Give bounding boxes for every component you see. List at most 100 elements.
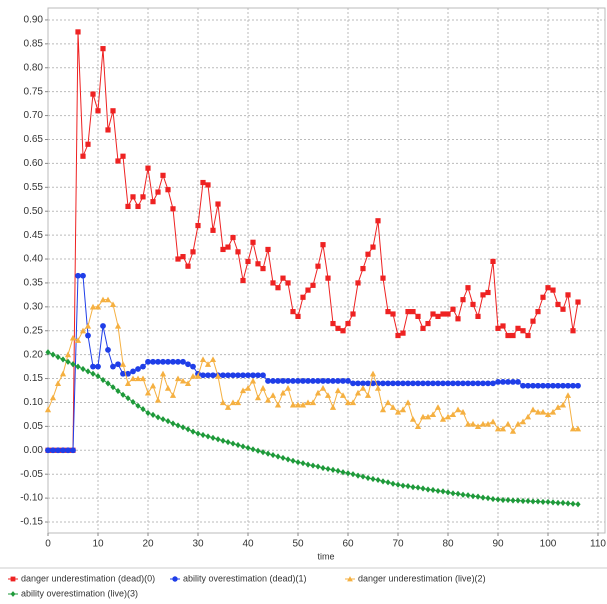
marker [564, 392, 572, 398]
marker [285, 456, 291, 463]
marker [304, 399, 312, 406]
marker [204, 361, 212, 367]
marker [275, 378, 281, 384]
marker [205, 182, 211, 188]
x-tick-label: 40 [242, 539, 254, 550]
marker [464, 420, 472, 427]
y-tick-label: 0.10 [24, 397, 44, 408]
marker [234, 399, 242, 406]
marker [84, 322, 92, 329]
marker [160, 358, 166, 365]
marker [419, 413, 427, 420]
marker [330, 466, 336, 473]
x-tick-label: 100 [540, 539, 557, 550]
marker [175, 422, 181, 429]
marker [340, 378, 346, 384]
marker [165, 358, 171, 365]
marker [44, 406, 52, 413]
marker [174, 375, 182, 382]
y-tick-label: 0.30 [24, 301, 44, 312]
marker [179, 377, 187, 384]
y-tick-label: 0.70 [24, 110, 44, 121]
marker [255, 261, 261, 267]
marker [440, 311, 446, 317]
y-tick-label: 0.50 [24, 206, 44, 217]
marker [550, 287, 556, 293]
marker [189, 373, 197, 379]
marker [110, 384, 116, 391]
marker [164, 385, 172, 391]
marker [125, 370, 131, 377]
marker [555, 382, 561, 389]
marker [330, 320, 336, 327]
marker [390, 480, 396, 487]
marker [290, 457, 296, 464]
marker [430, 380, 436, 387]
marker [255, 372, 261, 379]
marker [85, 141, 91, 147]
marker [275, 453, 281, 460]
marker [405, 483, 411, 490]
marker [340, 469, 346, 476]
marker [95, 108, 101, 114]
marker [570, 328, 576, 334]
marker [324, 392, 332, 398]
marker [120, 391, 126, 398]
marker [559, 401, 567, 408]
marker [420, 485, 426, 492]
x-tick-label: 10 [92, 539, 104, 550]
y-tick-label: -0.15 [20, 517, 43, 528]
marker [450, 490, 456, 497]
marker [415, 380, 421, 387]
marker [214, 373, 222, 379]
marker [235, 372, 241, 379]
marker [470, 301, 476, 308]
marker [90, 363, 96, 370]
marker [220, 437, 226, 444]
marker [320, 378, 326, 384]
marker [184, 380, 192, 386]
marker [499, 425, 507, 432]
marker [380, 478, 386, 485]
marker [249, 377, 257, 384]
legend-label: ability overestimation (dead)(1) [183, 573, 307, 583]
marker [390, 380, 396, 387]
marker [385, 309, 391, 315]
marker [460, 491, 466, 498]
marker [395, 380, 401, 387]
marker [370, 475, 376, 483]
marker [75, 272, 81, 279]
x-tick-label: 90 [492, 539, 504, 550]
marker [100, 376, 106, 384]
marker [259, 385, 267, 391]
marker [465, 492, 471, 499]
marker [554, 404, 562, 410]
marker [395, 332, 401, 339]
marker [345, 320, 351, 327]
marker [515, 497, 521, 504]
marker [479, 420, 487, 427]
marker [260, 449, 266, 456]
marker [239, 387, 247, 394]
marker [114, 322, 122, 329]
marker [264, 396, 272, 403]
marker [104, 296, 112, 303]
marker [315, 378, 321, 384]
marker [55, 353, 61, 361]
marker [279, 389, 287, 396]
marker [380, 380, 386, 387]
marker [284, 385, 292, 391]
marker [375, 476, 381, 484]
marker [445, 311, 451, 317]
marker [195, 430, 201, 437]
marker [485, 380, 491, 387]
marker [225, 439, 231, 446]
marker [130, 368, 136, 375]
marker [235, 441, 241, 449]
marker [475, 380, 481, 387]
marker [285, 280, 291, 286]
marker [454, 406, 462, 413]
y-tick-label: 0.00 [24, 445, 44, 456]
marker [289, 401, 297, 408]
marker [99, 296, 107, 303]
